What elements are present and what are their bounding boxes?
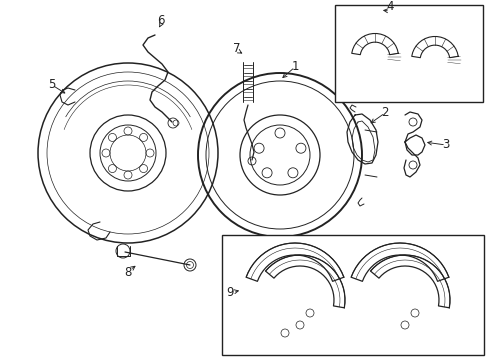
Text: 5: 5 (48, 78, 56, 91)
Text: 2: 2 (381, 107, 388, 120)
Text: 4: 4 (386, 0, 393, 13)
Text: 7: 7 (233, 41, 240, 54)
Text: 3: 3 (442, 139, 449, 152)
Text: 8: 8 (124, 265, 131, 279)
Text: 6: 6 (157, 13, 164, 27)
Bar (334, 5, 482, 102)
Text: 1: 1 (291, 60, 298, 73)
Bar (222, 235, 483, 355)
Text: 9: 9 (226, 287, 233, 300)
